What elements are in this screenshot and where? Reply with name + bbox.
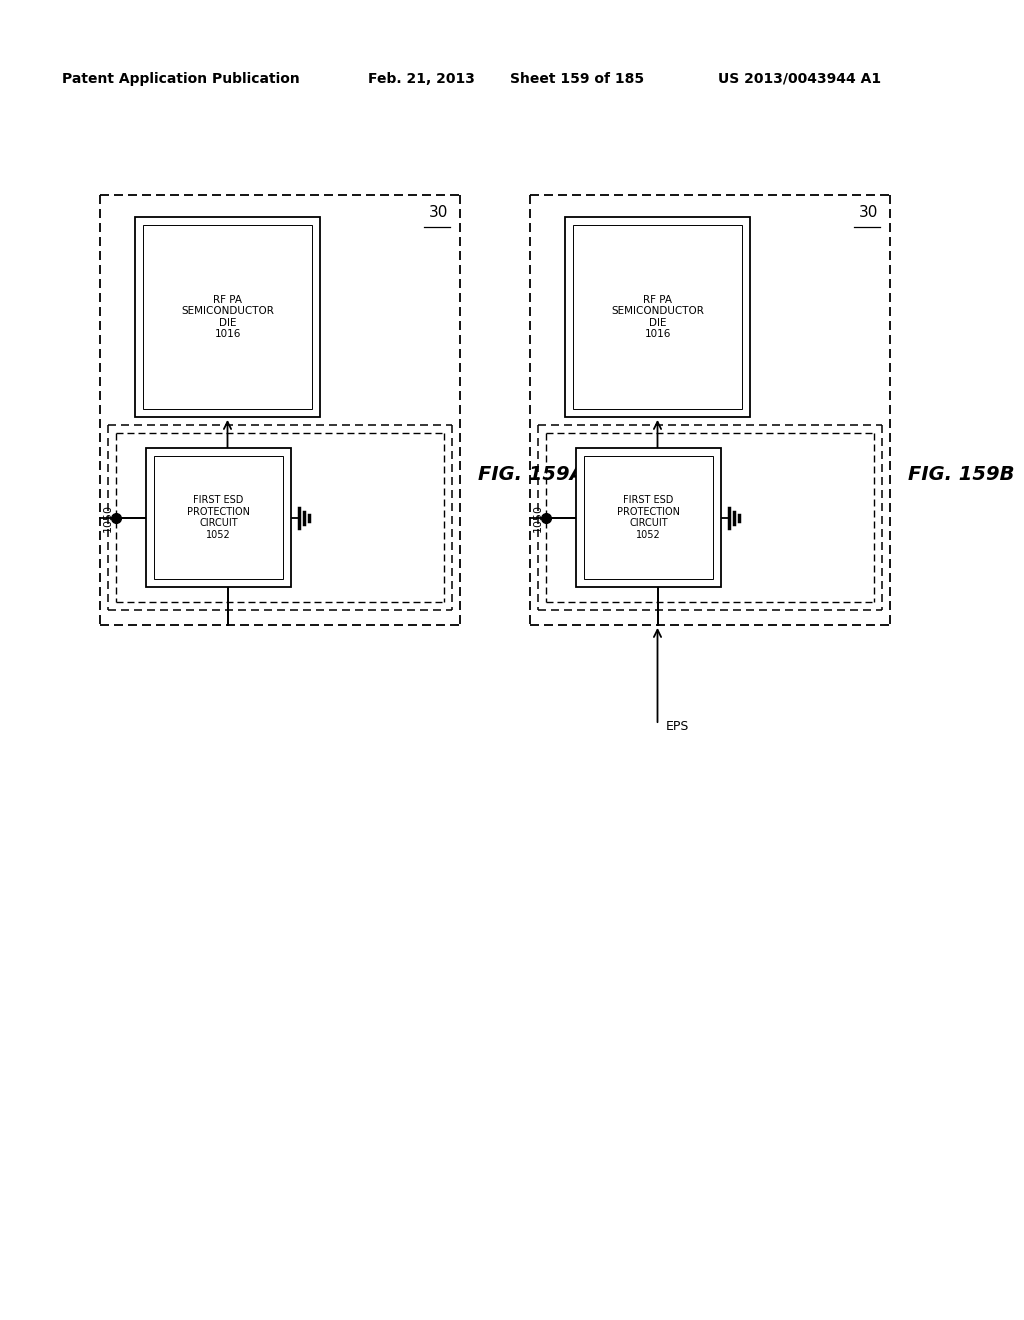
Text: US 2013/0043944 A1: US 2013/0043944 A1 <box>718 73 881 86</box>
Text: 30: 30 <box>429 205 449 220</box>
Bar <box>573 224 742 409</box>
Bar <box>135 216 319 417</box>
Text: RF PA
SEMICONDUCTOR
DIE
1016: RF PA SEMICONDUCTOR DIE 1016 <box>181 294 274 339</box>
Text: 1050: 1050 <box>103 503 113 532</box>
Text: Sheet 159 of 185: Sheet 159 of 185 <box>510 73 644 86</box>
Text: RF PA
SEMICONDUCTOR
DIE
1016: RF PA SEMICONDUCTOR DIE 1016 <box>611 294 703 339</box>
Text: FIRST ESD
PROTECTION
CIRCUIT
1052: FIRST ESD PROTECTION CIRCUIT 1052 <box>617 495 680 540</box>
Bar <box>154 455 283 579</box>
Text: 30: 30 <box>859 205 878 220</box>
Text: FIG. 159A: FIG. 159A <box>478 465 585 484</box>
Text: FIG. 159B: FIG. 159B <box>908 465 1015 484</box>
Bar <box>143 224 312 409</box>
Text: 1050: 1050 <box>534 503 543 532</box>
Text: FESD: FESD <box>668 482 681 512</box>
Bar <box>575 447 721 587</box>
Bar <box>146 447 291 587</box>
Text: Feb. 21, 2013: Feb. 21, 2013 <box>368 73 475 86</box>
Bar <box>565 216 750 417</box>
Text: FIRST ESD
PROTECTION
CIRCUIT
1052: FIRST ESD PROTECTION CIRCUIT 1052 <box>187 495 250 540</box>
Text: FESD: FESD <box>238 482 251 512</box>
Text: Patent Application Publication: Patent Application Publication <box>62 73 300 86</box>
Bar <box>584 455 713 579</box>
Text: EPS: EPS <box>666 719 689 733</box>
